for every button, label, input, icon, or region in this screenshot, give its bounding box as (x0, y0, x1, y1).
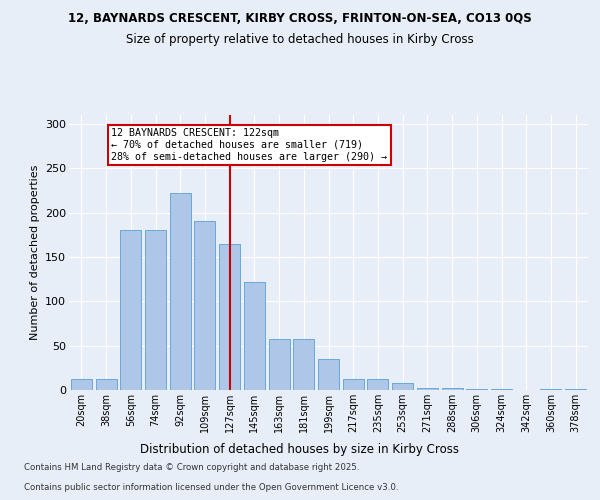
Text: 12, BAYNARDS CRESCENT, KIRBY CROSS, FRINTON-ON-SEA, CO13 0QS: 12, BAYNARDS CRESCENT, KIRBY CROSS, FRIN… (68, 12, 532, 26)
Bar (194, 222, 215, 390)
Bar (71, 380, 92, 390)
Bar (170, 193, 191, 390)
Bar (392, 383, 413, 390)
Bar (491, 389, 512, 390)
Bar (244, 282, 265, 390)
Bar (367, 380, 388, 390)
Text: 12 BAYNARDS CRESCENT: 122sqm
← 70% of detached houses are smaller (719)
28% of s: 12 BAYNARDS CRESCENT: 122sqm ← 70% of de… (111, 128, 387, 162)
Bar (318, 359, 339, 390)
Bar (417, 388, 438, 390)
Bar (541, 389, 562, 390)
Text: Distribution of detached houses by size in Kirby Cross: Distribution of detached houses by size … (140, 442, 460, 456)
Bar (145, 230, 166, 390)
Y-axis label: Number of detached properties: Number of detached properties (29, 165, 40, 340)
Bar (565, 389, 586, 390)
Text: Size of property relative to detached houses in Kirby Cross: Size of property relative to detached ho… (126, 32, 474, 46)
Bar (442, 388, 463, 390)
Bar (269, 340, 290, 390)
Bar (120, 230, 141, 390)
Text: Contains public sector information licensed under the Open Government Licence v3: Contains public sector information licen… (24, 484, 398, 492)
Bar (466, 389, 487, 390)
Bar (293, 340, 314, 390)
Text: Contains HM Land Registry data © Crown copyright and database right 2025.: Contains HM Land Registry data © Crown c… (24, 464, 359, 472)
Bar (95, 380, 116, 390)
Bar (343, 380, 364, 390)
Bar (219, 244, 240, 390)
